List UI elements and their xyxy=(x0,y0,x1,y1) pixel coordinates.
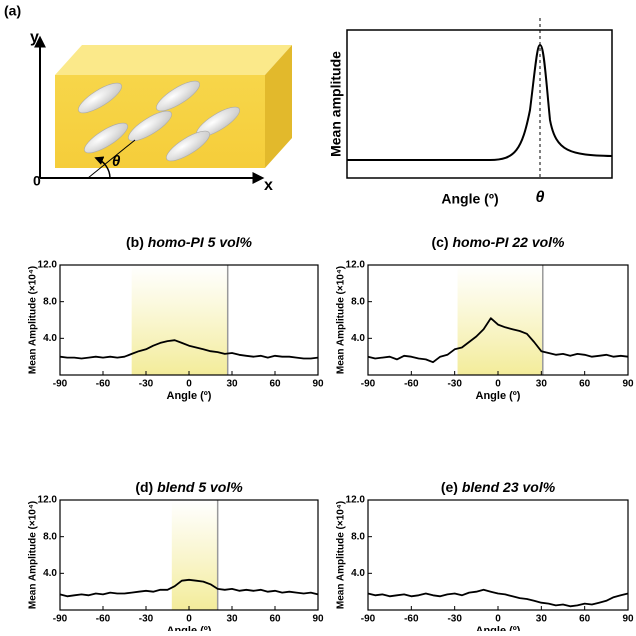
axis-title: Mean amplitude xyxy=(328,51,344,157)
x-tick-label: 60 xyxy=(579,379,591,390)
x-tick-label: -30 xyxy=(447,614,462,625)
x-tick-label: -90 xyxy=(53,614,68,625)
x-tick-label: 30 xyxy=(226,614,238,625)
x-axis-title: Angle (º) xyxy=(167,625,212,631)
data-line xyxy=(367,588,629,608)
x-tick-label: -30 xyxy=(447,379,462,390)
x-tick-label: 60 xyxy=(269,614,281,625)
x-tick-label: -60 xyxy=(404,614,419,625)
schematic-plot xyxy=(346,18,613,179)
origin-label: 0 xyxy=(33,173,41,189)
chart: (d) blend 5 vol% 4.0 8.0 12.0 -90 -60 -30 0 30 60… xyxy=(28,479,324,636)
chart: (e) blend 23 vol% 4.0 8.0 12.0 -90 -60 -30 0 30 6… xyxy=(336,479,634,636)
angle-label: θ xyxy=(112,153,121,170)
x-tick-label: 90 xyxy=(312,379,324,390)
y-axis-title: Mean Amplitude (×10⁴) xyxy=(28,266,39,374)
title-text: homo-PI 22 vol% xyxy=(452,234,565,250)
y-tick-label: 4.0 xyxy=(351,568,365,579)
x-axis-title: Angle (º) xyxy=(476,625,521,631)
x-tick-label: 0 xyxy=(495,379,501,390)
y-tick-label: 4.0 xyxy=(43,568,57,579)
chart-title: (c) homo-PI 22 vol% xyxy=(431,234,565,250)
x-tick-label: 60 xyxy=(269,379,281,390)
data-line xyxy=(59,578,319,598)
y-tick-label: 8.0 xyxy=(43,296,57,307)
shaded-region xyxy=(171,500,218,610)
x-tick-label: -60 xyxy=(404,379,419,390)
panel-label: (c) xyxy=(431,234,448,250)
x-tick-label: -60 xyxy=(96,379,111,390)
y-tick-label: 12.0 xyxy=(38,495,58,506)
y-tick-label: 8.0 xyxy=(43,531,57,542)
y-tick-label: 12.0 xyxy=(346,495,366,506)
x-tick-label: 90 xyxy=(312,614,324,625)
chart: (b) homo-PI 5 vol% 4.0 8.0 12.0 -90 -60 -30 0 30… xyxy=(28,234,324,402)
x-tick-label: 90 xyxy=(622,614,634,625)
axis-title: Angle (º) xyxy=(441,191,498,207)
x-axis-title: Angle (º) xyxy=(476,390,521,402)
x-tick-label: -60 xyxy=(96,614,111,625)
shaded-region xyxy=(131,265,228,375)
x-tick-label: 0 xyxy=(495,614,501,625)
panel-label: (b) xyxy=(126,234,144,250)
x-tick-label: 30 xyxy=(536,379,548,390)
panel-label: (a) xyxy=(4,3,21,19)
data-line xyxy=(367,317,629,364)
chart: (c) homo-PI 22 vol% 4.0 8.0 12.0 -90 -60 -30 0 3… xyxy=(336,234,634,402)
chart-title: (b) homo-PI 5 vol% xyxy=(126,234,253,250)
panel-label: (d) xyxy=(135,479,153,495)
y-tick-label: 4.0 xyxy=(351,333,365,344)
x-tick-label: -90 xyxy=(53,379,68,390)
x-tick-label: 0 xyxy=(186,614,192,625)
y-tick-label: 8.0 xyxy=(351,296,365,307)
x-tick-label: 90 xyxy=(622,379,634,390)
axis-label: x xyxy=(264,177,273,194)
title-text: homo-PI 5 vol% xyxy=(148,234,253,250)
y-axis-title: Mean Amplitude (×10⁴) xyxy=(28,501,39,609)
y-axis-title: Mean Amplitude (×10⁴) xyxy=(336,501,347,609)
schematic-box xyxy=(34,35,292,184)
title-text: blend 5 vol% xyxy=(157,479,243,495)
shaded-region xyxy=(457,265,543,375)
x-tick-label: -30 xyxy=(139,614,154,625)
y-tick-label: 8.0 xyxy=(351,531,365,542)
data-line xyxy=(59,339,319,360)
y-tick-label: 4.0 xyxy=(43,333,57,344)
panel-label: (e) xyxy=(441,479,458,495)
title-text: blend 23 vol% xyxy=(462,479,556,495)
y-tick-label: 12.0 xyxy=(346,260,366,271)
y-axis-title: Mean Amplitude (×10⁴) xyxy=(336,266,347,374)
angle-label: θ xyxy=(536,189,545,206)
x-tick-label: 0 xyxy=(186,379,192,390)
y-tick-label: 12.0 xyxy=(38,260,58,271)
x-tick-label: -90 xyxy=(361,379,376,390)
axis-label: y xyxy=(30,29,39,46)
chart-title: (e) blend 23 vol% xyxy=(441,479,556,495)
x-axis-title: Angle (º) xyxy=(167,390,212,402)
x-tick-label: 60 xyxy=(579,614,591,625)
x-tick-label: 30 xyxy=(536,614,548,625)
x-tick-label: -30 xyxy=(139,379,154,390)
x-tick-label: -90 xyxy=(361,614,376,625)
chart-title: (d) blend 5 vol% xyxy=(135,479,243,495)
x-tick-label: 30 xyxy=(226,379,238,390)
